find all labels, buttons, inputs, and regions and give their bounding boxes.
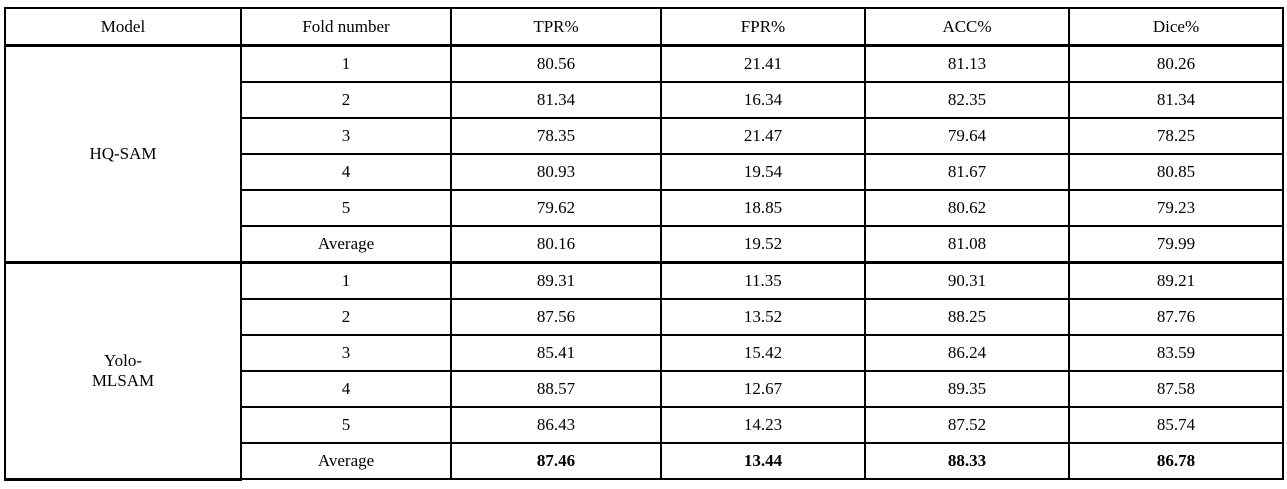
col-header-model: Model (4, 7, 242, 47)
cell-fpr: 12.67 (660, 370, 866, 408)
table-row: HQ-SAM 1 80.56 21.41 81.13 80.26 (4, 44, 1284, 264)
cell-dice: 86.78 (1068, 442, 1284, 480)
cell-tpr: 79.62 (450, 189, 662, 227)
cell-fold: 4 (240, 370, 452, 408)
cell-acc: 87.52 (864, 406, 1070, 444)
cell-acc: 79.64 (864, 117, 1070, 155)
cell-fold: 4 (240, 153, 452, 191)
cell-fold: 3 (240, 334, 452, 372)
cell-dice: 80.26 (1068, 44, 1284, 83)
model-name-yolo-mlsam: Yolo- MLSAM (4, 261, 242, 481)
cell-fold: 5 (240, 189, 452, 227)
cell-dice: 89.21 (1068, 261, 1284, 300)
col-header-fpr: FPR% (660, 7, 866, 47)
cell-tpr: 86.43 (450, 406, 662, 444)
cell-fpr: 13.44 (660, 442, 866, 480)
table-row: 3 85.41 15.42 86.24 83.59 (5, 334, 1284, 372)
cell-dice: 79.23 (1068, 189, 1284, 227)
cell-tpr: 87.56 (450, 298, 662, 336)
cell-fpr: 21.41 (660, 44, 866, 83)
model-name-line: HQ-SAM (89, 144, 157, 164)
col-header-acc: ACC% (864, 7, 1070, 47)
cell-tpr: 85.41 (450, 334, 662, 372)
model-name-line: MLSAM (91, 370, 155, 390)
cell-fpr: 18.85 (660, 189, 866, 227)
cell-fpr: 13.52 (660, 298, 866, 336)
table-row-average-hq-sam: Average 80.16 19.52 81.08 79.99 (5, 225, 1284, 264)
cell-acc: 90.31 (864, 261, 1070, 300)
table-row: 2 81.34 16.34 82.35 81.34 (5, 81, 1284, 119)
cell-acc: 86.24 (864, 334, 1070, 372)
table-row: 2 87.56 13.52 88.25 87.76 (5, 298, 1284, 336)
col-header-fold-number: Fold number (240, 7, 452, 47)
cell-dice: 85.74 (1068, 406, 1284, 444)
table-row: 5 86.43 14.23 87.52 85.74 (5, 406, 1284, 444)
cell-fpr: 16.34 (660, 81, 866, 119)
cell-tpr: 81.34 (450, 81, 662, 119)
cell-acc: 88.25 (864, 298, 1070, 336)
cell-acc: 81.08 (864, 225, 1070, 264)
cell-fpr: 14.23 (660, 406, 866, 444)
cell-acc: 80.62 (864, 189, 1070, 227)
table-row: 4 88.57 12.67 89.35 87.58 (5, 370, 1284, 408)
cell-acc: 89.35 (864, 370, 1070, 408)
cell-fpr: 21.47 (660, 117, 866, 155)
cell-acc: 88.33 (864, 442, 1070, 480)
cell-dice: 87.58 (1068, 370, 1284, 408)
cell-fpr: 19.54 (660, 153, 866, 191)
cell-acc: 81.13 (864, 44, 1070, 83)
cell-dice: 80.85 (1068, 153, 1284, 191)
cell-dice: 78.25 (1068, 117, 1284, 155)
cell-fpr: 15.42 (660, 334, 866, 372)
cell-fpr: 11.35 (660, 261, 866, 300)
cell-fold: 5 (240, 406, 452, 444)
cell-fpr: 19.52 (660, 225, 866, 264)
model-name-line: Yolo- (104, 351, 142, 371)
cell-tpr: 78.35 (450, 117, 662, 155)
table-row: 4 80.93 19.54 81.67 80.85 (5, 153, 1284, 191)
cell-dice: 79.99 (1068, 225, 1284, 264)
model-name-hq-sam: HQ-SAM (4, 44, 242, 264)
cell-dice: 87.76 (1068, 298, 1284, 336)
cell-fold: 1 (240, 44, 452, 83)
cell-fold: 3 (240, 117, 452, 155)
cell-dice: 83.59 (1068, 334, 1284, 372)
table-row-average-yolo-mlsam: Average 87.46 13.44 88.33 86.78 (5, 442, 1284, 480)
col-header-dice: Dice% (1068, 7, 1284, 47)
cell-tpr: 89.31 (450, 261, 662, 300)
cell-fold: 2 (240, 81, 452, 119)
cell-fold: 2 (240, 298, 452, 336)
cell-tpr: 88.57 (450, 370, 662, 408)
cell-tpr: 80.93 (450, 153, 662, 191)
col-header-tpr: TPR% (450, 7, 662, 47)
table-row: Yolo- MLSAM 1 89.31 11.35 90.31 89.21 (4, 261, 1284, 481)
cell-fold-average: Average (240, 225, 452, 264)
cell-fold: 1 (240, 261, 452, 300)
cell-tpr: 87.46 (450, 442, 662, 480)
header-row: Model Fold number TPR% FPR% ACC% Dice% (4, 7, 1284, 47)
cell-dice: 81.34 (1068, 81, 1284, 119)
table-row: 3 78.35 21.47 79.64 78.25 (5, 117, 1284, 155)
cell-acc: 82.35 (864, 81, 1070, 119)
table-row: 5 79.62 18.85 80.62 79.23 (5, 189, 1284, 227)
cell-tpr: 80.16 (450, 225, 662, 264)
cell-tpr: 80.56 (450, 44, 662, 83)
cell-acc: 81.67 (864, 153, 1070, 191)
cell-fold-average: Average (240, 442, 452, 480)
results-table: Model Fold number TPR% FPR% ACC% Dice% H… (4, 7, 1284, 481)
